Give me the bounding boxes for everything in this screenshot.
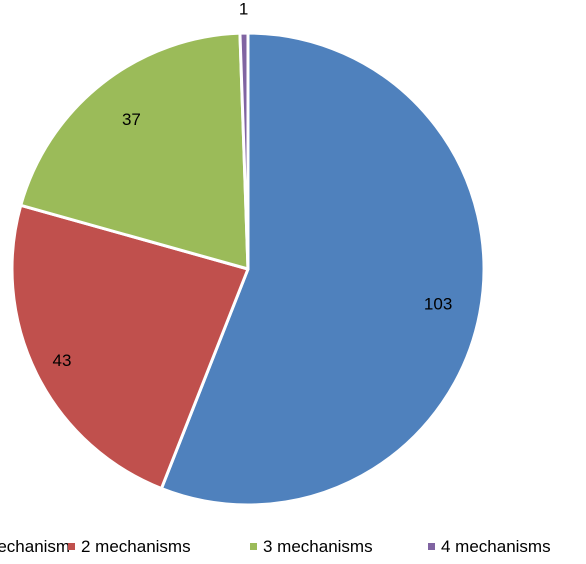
legend-label-3: 3 mechanisms bbox=[263, 537, 373, 556]
legend-label-4: 4 mechanisms bbox=[441, 537, 551, 556]
pie-slice-2 bbox=[10, 203, 250, 491]
legend-label-1: 1 mechanism bbox=[0, 537, 70, 556]
data-label-2: 43 bbox=[53, 351, 72, 370]
pie-slice-3 bbox=[19, 31, 250, 271]
legend: 1 mechanism 2 mechanisms 3 mechanisms 4 mec… bbox=[0, 537, 551, 556]
data-label-1: 103 bbox=[424, 295, 452, 314]
legend-swatch-3 bbox=[250, 543, 257, 550]
data-label-3: 37 bbox=[122, 110, 141, 129]
pie-slice-4 bbox=[238, 31, 250, 271]
legend-label-2: 2 mechanisms bbox=[81, 537, 191, 556]
pie-slice-1 bbox=[159, 31, 486, 507]
legend-swatch-2 bbox=[68, 543, 75, 550]
pie-slices bbox=[10, 31, 486, 507]
pie-data-labels: 103 43 37 1 bbox=[53, 0, 453, 370]
data-label-4: 1 bbox=[239, 0, 248, 19]
legend-swatch-4 bbox=[428, 543, 435, 550]
